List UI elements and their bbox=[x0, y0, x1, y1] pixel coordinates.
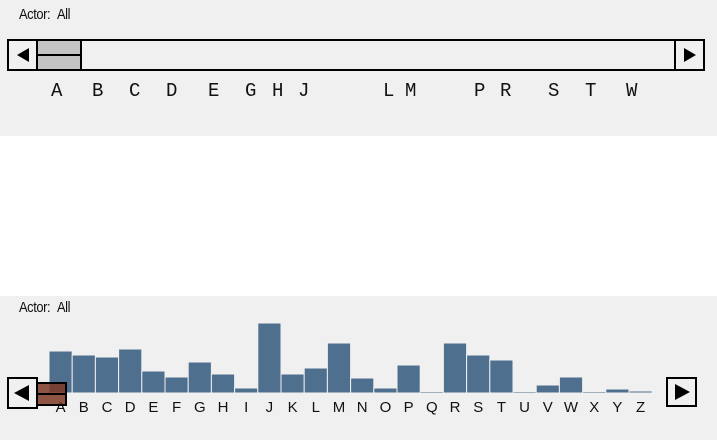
histogram-bar[interactable] bbox=[396, 364, 421, 394]
hist-scroll-left-button[interactable] bbox=[7, 377, 38, 409]
arrow-right-icon bbox=[675, 384, 690, 400]
histogram-bar[interactable] bbox=[350, 377, 375, 394]
histogram-bar[interactable] bbox=[442, 342, 468, 394]
hist-scroll-right-button[interactable] bbox=[666, 377, 697, 407]
histogram-bar[interactable] bbox=[94, 356, 120, 394]
top-filter-panel: Actor: All A B C D E G H J L M P R S T W bbox=[0, 0, 717, 136]
histogram-bar[interactable] bbox=[118, 348, 143, 394]
actor-filter-label: Actor: All bbox=[19, 299, 70, 316]
histogram-bar[interactable] bbox=[303, 367, 328, 394]
index-letter[interactable]: T bbox=[585, 80, 597, 102]
actor-value-text: All bbox=[57, 6, 71, 23]
histogram-bar[interactable] bbox=[373, 387, 398, 394]
histogram-bar[interactable] bbox=[489, 359, 514, 394]
histogram-category-label[interactable]: C bbox=[102, 399, 113, 416]
histogram-bar[interactable] bbox=[558, 376, 584, 394]
histogram-bar[interactable] bbox=[71, 354, 96, 394]
histogram-bar[interactable] bbox=[466, 354, 491, 394]
arrow-right-icon bbox=[683, 48, 696, 62]
histogram-category-label[interactable]: X bbox=[589, 399, 599, 416]
histogram-category-label[interactable]: Z bbox=[636, 399, 645, 416]
histogram-bar[interactable] bbox=[326, 342, 352, 394]
scrollbar-thumb[interactable] bbox=[38, 41, 82, 69]
index-letter[interactable]: R bbox=[500, 80, 512, 102]
scroll-left-button[interactable] bbox=[9, 41, 38, 69]
histogram-category-label[interactable]: S bbox=[473, 399, 483, 416]
alphabet-scrollbar[interactable] bbox=[7, 39, 705, 71]
histogram-category-label[interactable]: Q bbox=[426, 399, 438, 416]
histogram-category-label[interactable]: I bbox=[244, 399, 248, 416]
histogram-category-label[interactable]: E bbox=[148, 399, 158, 416]
index-letter[interactable]: L bbox=[383, 80, 395, 102]
histogram-category-label[interactable]: M bbox=[333, 399, 346, 416]
histogram-category-label[interactable]: T bbox=[497, 399, 506, 416]
index-letter[interactable]: H bbox=[272, 80, 284, 102]
histogram-category-label[interactable]: B bbox=[79, 399, 89, 416]
index-letter[interactable]: W bbox=[626, 80, 638, 102]
histogram-category-label[interactable]: O bbox=[380, 399, 392, 416]
index-letter[interactable]: C bbox=[129, 80, 141, 102]
histogram-category-label[interactable]: K bbox=[288, 399, 298, 416]
histogram-category-label[interactable]: P bbox=[404, 399, 414, 416]
index-letter[interactable]: A bbox=[51, 80, 63, 102]
histogram-bar[interactable] bbox=[605, 388, 630, 394]
histogram-bar[interactable] bbox=[280, 373, 305, 394]
histogram-category-label[interactable]: N bbox=[357, 399, 368, 416]
histogram-bar[interactable] bbox=[582, 391, 607, 394]
histogram-category-label[interactable]: H bbox=[218, 399, 229, 416]
histogram-category-label[interactable]: W bbox=[564, 399, 579, 416]
arrow-left-icon bbox=[16, 48, 29, 62]
scroll-right-button[interactable] bbox=[674, 41, 703, 69]
actor-label-text: Actor: bbox=[19, 6, 51, 23]
actor-value-text: All bbox=[57, 299, 71, 316]
alphabet-index: A B C D E G H J L M P R S T W bbox=[0, 80, 717, 104]
index-letter[interactable]: P bbox=[474, 80, 486, 102]
histogram-bar[interactable] bbox=[257, 322, 282, 394]
histogram-bar[interactable] bbox=[419, 391, 444, 394]
index-letter[interactable]: S bbox=[548, 80, 560, 102]
histogram-category-label[interactable]: Y bbox=[612, 399, 622, 416]
histogram-bar[interactable] bbox=[512, 391, 537, 394]
actor-label-text: Actor: bbox=[19, 299, 51, 316]
histogram-category-label[interactable]: V bbox=[543, 399, 553, 416]
index-letter[interactable]: E bbox=[208, 80, 220, 102]
histogram-bar[interactable] bbox=[187, 361, 212, 394]
index-letter[interactable]: G bbox=[245, 80, 257, 102]
index-letter[interactable]: B bbox=[92, 80, 104, 102]
histogram-category-label[interactable]: U bbox=[519, 399, 530, 416]
histogram-bar[interactable] bbox=[628, 390, 653, 394]
histogram-bar[interactable] bbox=[234, 387, 259, 394]
index-letter[interactable]: J bbox=[298, 80, 310, 102]
index-letter[interactable]: D bbox=[166, 80, 178, 102]
histogram-bar[interactable] bbox=[535, 384, 560, 394]
histogram-category-label[interactable]: A bbox=[56, 399, 66, 416]
histogram-category-label[interactable]: L bbox=[312, 399, 320, 416]
histogram-category-label[interactable]: F bbox=[172, 399, 181, 416]
actor-filter-label: Actor: All bbox=[19, 6, 70, 23]
histogram-category-label[interactable]: G bbox=[194, 399, 206, 416]
histogram-category-label[interactable]: J bbox=[266, 399, 274, 416]
histogram-category-label[interactable]: R bbox=[450, 399, 461, 416]
histogram-thumb[interactable] bbox=[36, 382, 67, 406]
histogram-bar[interactable] bbox=[141, 370, 166, 394]
histogram-bar[interactable] bbox=[164, 376, 189, 394]
arrow-left-icon bbox=[14, 385, 29, 401]
index-letter[interactable]: M bbox=[405, 80, 417, 102]
histogram-bar[interactable] bbox=[210, 373, 236, 394]
histogram-category-label[interactable]: D bbox=[125, 399, 136, 416]
